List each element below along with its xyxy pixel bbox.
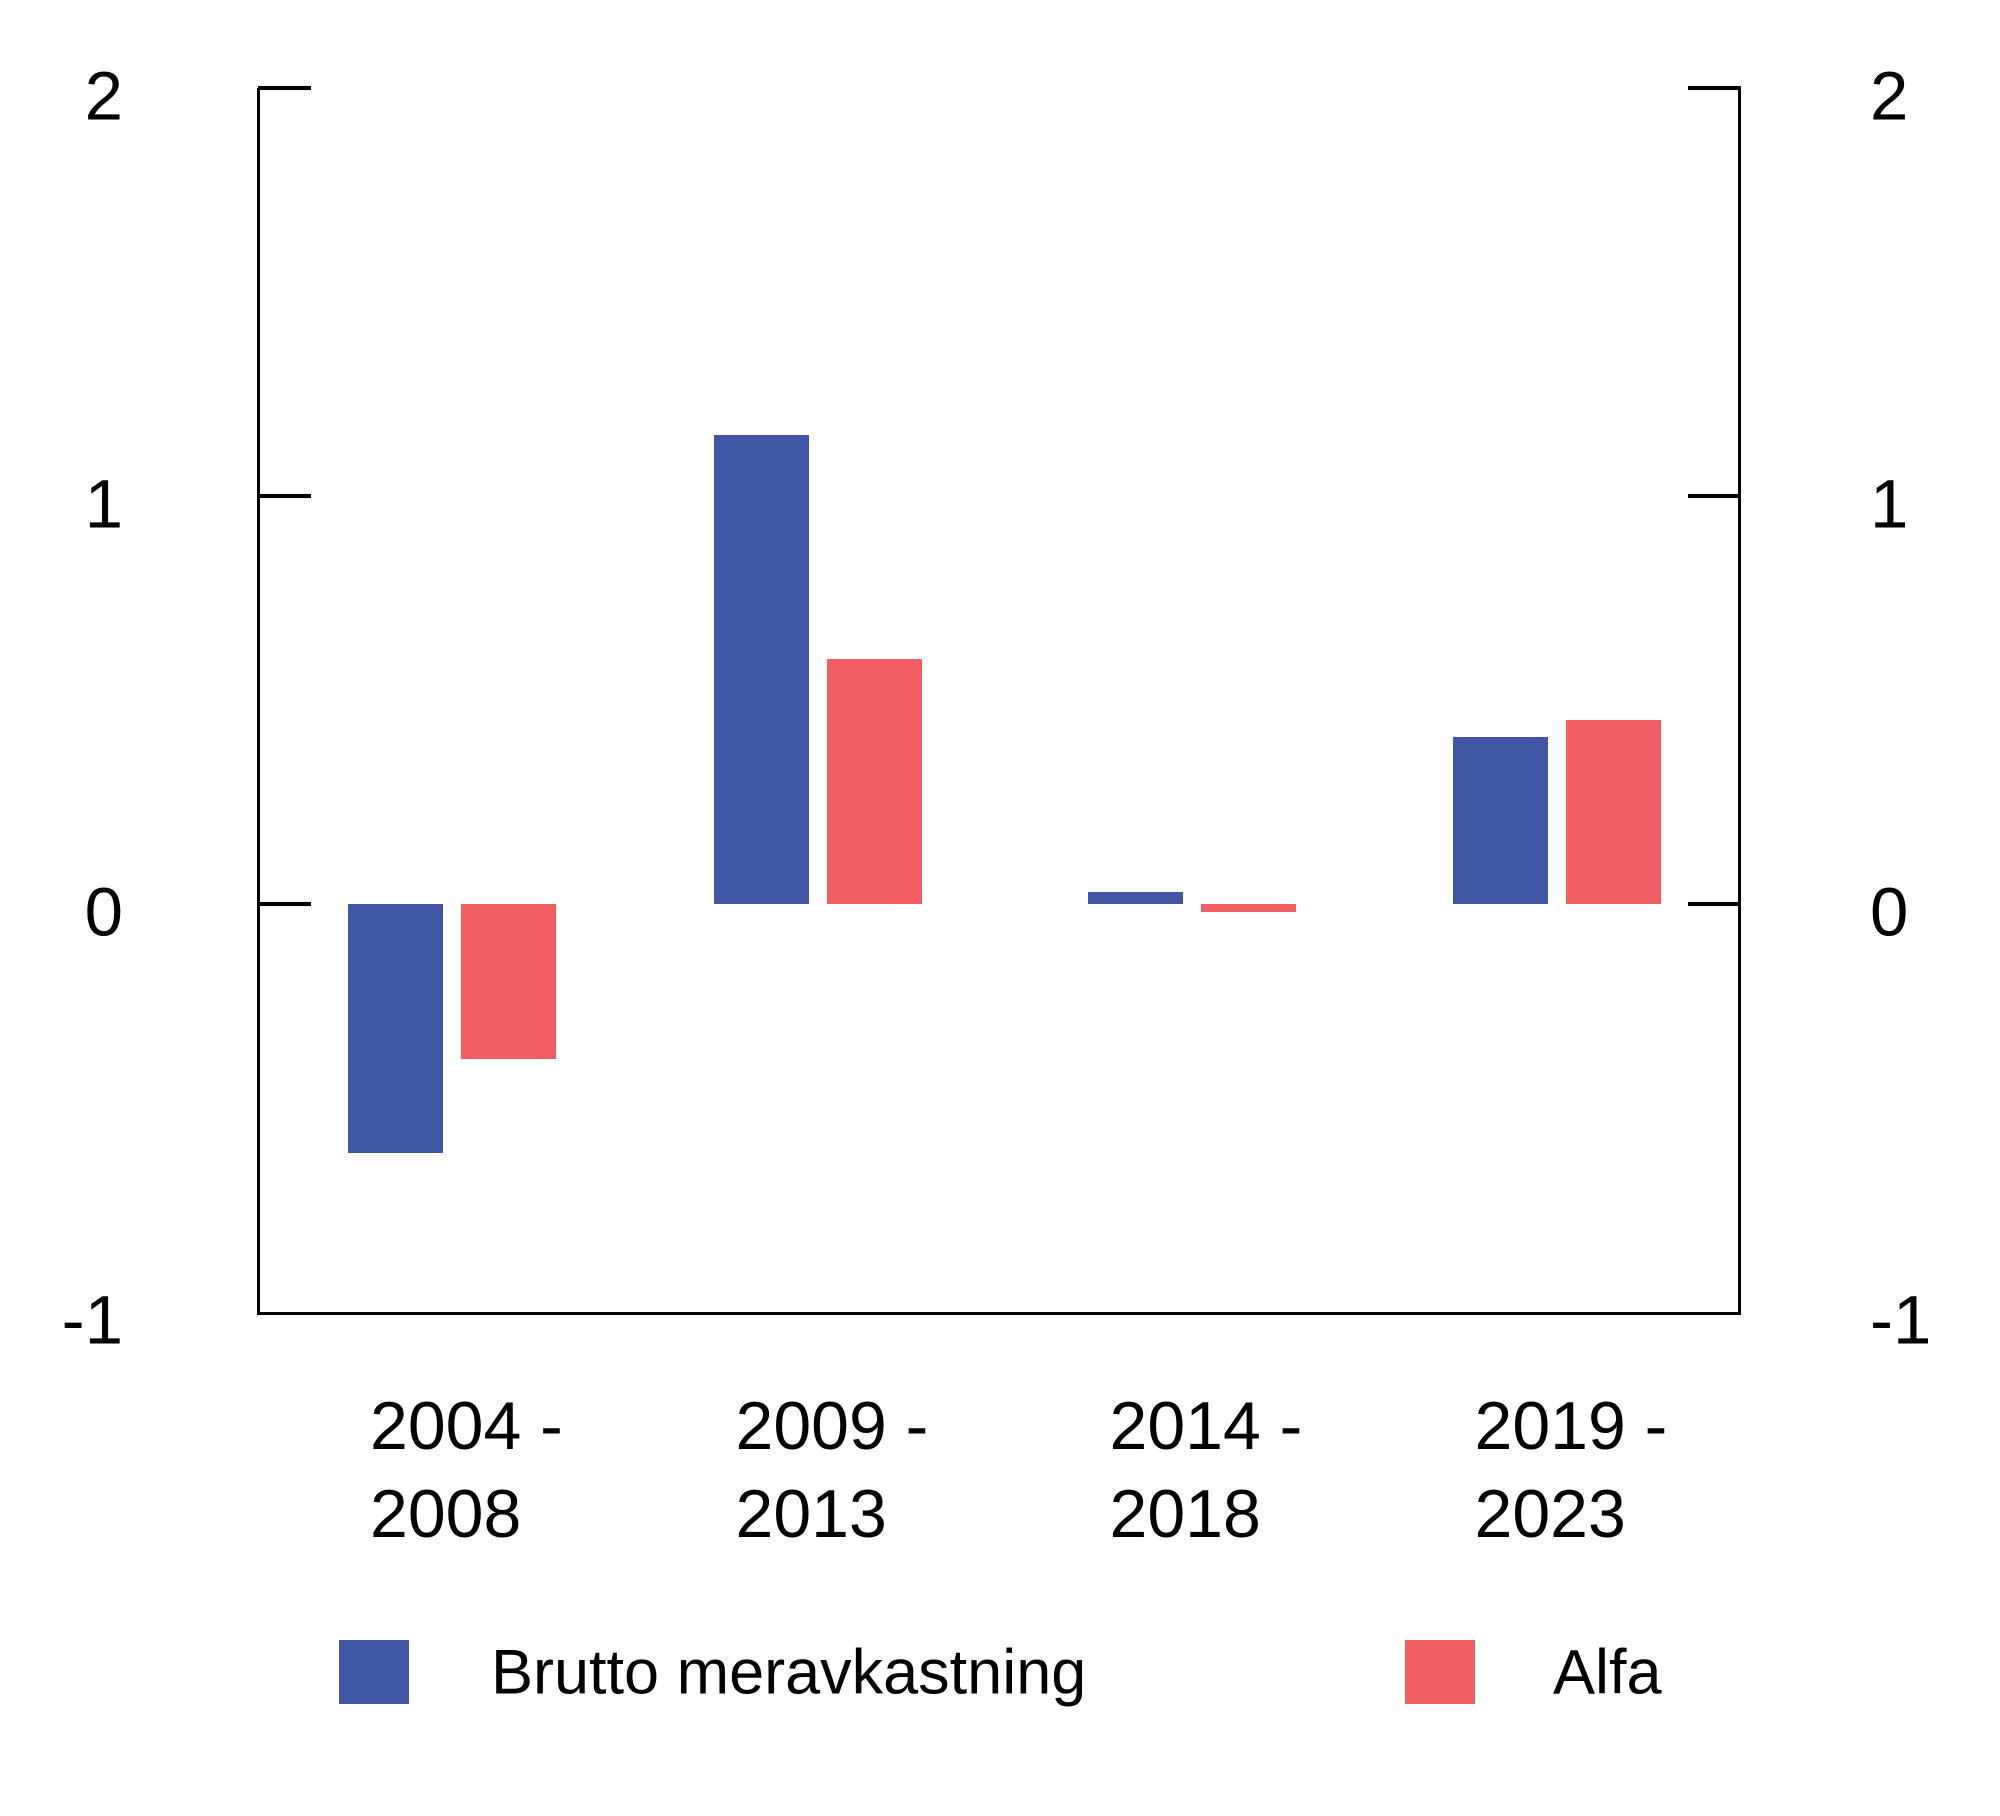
y-tick-label-left-2: 2 <box>84 57 123 135</box>
x-category-label-0: 2004 - 2008 <box>370 1382 563 1558</box>
y-tick-mark-right-2 <box>1688 86 1741 90</box>
y-tick-mark-left-2 <box>258 86 311 90</box>
x-category-label-line: 2018 <box>1109 1476 1261 1552</box>
legend-swatch-brutto-meravkastning <box>339 1640 409 1704</box>
y-tick-label-left-0: 0 <box>84 873 123 951</box>
x-category-label-line: 2009 - <box>735 1388 929 1464</box>
legend-label-alfa: Alfa <box>1553 1637 1662 1708</box>
y-tick-mark-right-1 <box>1688 494 1741 498</box>
x-category-label-line: 2013 <box>735 1476 887 1552</box>
x-category-label-2: 2014 - 2018 <box>1110 1382 1303 1558</box>
y-tick-mark-right-0 <box>1688 902 1741 906</box>
x-category-label-line: 2014 - <box>1109 1388 1303 1464</box>
x-category-label-line: 2023 <box>1474 1476 1626 1552</box>
x-category-label-1: 2009 - 2013 <box>736 1382 929 1558</box>
x-category-label-line: 2008 <box>370 1476 522 1552</box>
plot-area <box>257 88 1741 1315</box>
y-tick-label-right-1: 1 <box>1870 465 1909 543</box>
bar-brutto-meravkastning-1 <box>713 434 809 904</box>
x-category-label-3: 2019 - 2023 <box>1475 1382 1668 1558</box>
bar-alfa-3 <box>1565 720 1661 904</box>
y-tick-label-right--1: -1 <box>1870 1281 1932 1359</box>
legend-label-brutto-meravkastning: Brutto meravkastning <box>491 1637 1087 1708</box>
bar-alfa-1 <box>826 659 922 904</box>
bar-brutto-meravkastning-2 <box>1087 891 1183 904</box>
x-category-label-line: 2004 - <box>370 1388 563 1464</box>
y-tick-mark-left-1 <box>258 494 311 498</box>
x-category-label-line: 2019 - <box>1474 1388 1668 1464</box>
y-tick-label-left--1: -1 <box>61 1281 123 1359</box>
legend-swatch-alfa <box>1405 1640 1475 1704</box>
y-tick-label-right-0: 0 <box>1870 873 1909 951</box>
y-tick-mark-left-0 <box>258 902 311 906</box>
y-tick-label-right-2: 2 <box>1870 57 1909 135</box>
bar-brutto-meravkastning-3 <box>1452 736 1548 904</box>
bar-alfa-2 <box>1200 904 1296 913</box>
bar-alfa-0 <box>461 904 556 1060</box>
y-tick-label-left-1: 1 <box>84 465 123 543</box>
bar-brutto-meravkastning-0 <box>348 904 443 1153</box>
